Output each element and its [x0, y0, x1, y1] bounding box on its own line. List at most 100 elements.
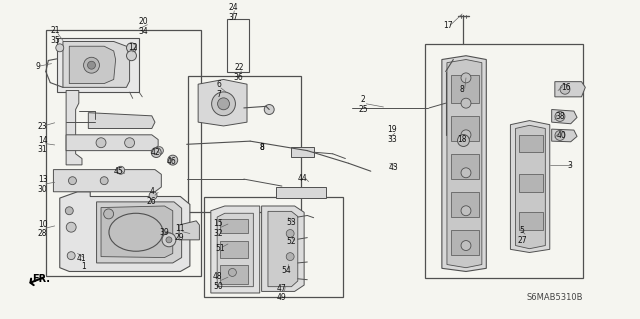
Text: 24
37: 24 37: [228, 3, 238, 22]
Polygon shape: [552, 109, 577, 124]
Circle shape: [149, 192, 157, 199]
Text: 41: 41: [77, 254, 86, 263]
Polygon shape: [69, 46, 116, 84]
Text: 3: 3: [567, 161, 572, 170]
Text: 51: 51: [215, 244, 225, 253]
Polygon shape: [262, 206, 304, 292]
Bar: [451, 230, 479, 255]
Bar: [451, 154, 479, 179]
Text: 44: 44: [298, 174, 307, 183]
Text: 18: 18: [458, 135, 467, 145]
Circle shape: [461, 98, 471, 108]
Text: 6
7: 6 7: [216, 80, 221, 99]
Text: 38: 38: [555, 112, 564, 121]
Polygon shape: [60, 192, 190, 271]
Circle shape: [104, 209, 113, 219]
Text: 8: 8: [259, 143, 264, 152]
Circle shape: [116, 166, 125, 174]
Polygon shape: [268, 211, 298, 287]
Circle shape: [286, 253, 294, 261]
Text: 5
27: 5 27: [517, 226, 527, 245]
Text: 4
26: 4 26: [147, 187, 157, 206]
Circle shape: [218, 98, 230, 110]
Bar: [519, 212, 543, 230]
Text: 11
29: 11 29: [175, 224, 184, 242]
Polygon shape: [56, 38, 139, 92]
Circle shape: [461, 241, 471, 250]
Polygon shape: [447, 60, 482, 268]
Text: 15
32: 15 32: [213, 219, 223, 238]
Text: 17: 17: [444, 21, 453, 31]
Polygon shape: [211, 206, 260, 293]
Bar: [227, 19, 249, 71]
Polygon shape: [276, 187, 326, 198]
Circle shape: [555, 112, 565, 122]
Text: 40: 40: [556, 131, 566, 140]
Polygon shape: [198, 79, 247, 126]
Text: 9: 9: [35, 62, 40, 71]
Text: 12: 12: [128, 43, 138, 52]
Bar: [205, 197, 343, 297]
Text: 42: 42: [150, 148, 160, 157]
Circle shape: [67, 252, 75, 260]
Text: 8: 8: [259, 143, 264, 152]
Bar: [519, 135, 543, 152]
Circle shape: [125, 138, 134, 148]
Polygon shape: [515, 125, 545, 249]
Circle shape: [65, 207, 73, 215]
Text: 47
49: 47 49: [277, 284, 287, 302]
Circle shape: [461, 168, 471, 178]
Polygon shape: [66, 135, 158, 151]
Text: 19
33: 19 33: [387, 125, 397, 144]
Text: 48
50: 48 50: [213, 272, 223, 291]
Text: S6MAB5310B: S6MAB5310B: [527, 293, 583, 302]
Text: 20
34: 20 34: [139, 17, 148, 36]
Text: 43: 43: [388, 163, 399, 172]
Polygon shape: [511, 121, 550, 253]
Circle shape: [88, 61, 95, 69]
Circle shape: [212, 92, 236, 116]
Circle shape: [127, 51, 136, 61]
Circle shape: [461, 206, 471, 216]
Circle shape: [228, 269, 236, 276]
Bar: [451, 192, 479, 217]
Polygon shape: [88, 113, 155, 129]
Bar: [46, 30, 202, 276]
Bar: [188, 76, 301, 212]
Text: 14
31: 14 31: [38, 136, 47, 154]
Polygon shape: [63, 41, 129, 87]
Circle shape: [461, 130, 471, 140]
Polygon shape: [217, 213, 253, 287]
Text: 1: 1: [81, 262, 86, 271]
Text: 21
35: 21 35: [51, 26, 60, 45]
Circle shape: [68, 177, 76, 185]
Circle shape: [264, 105, 274, 115]
Polygon shape: [179, 221, 200, 240]
Circle shape: [162, 233, 176, 247]
Bar: [519, 174, 543, 192]
Text: 16: 16: [561, 84, 570, 93]
Circle shape: [560, 84, 570, 94]
Text: 53: 53: [287, 218, 296, 227]
Circle shape: [84, 57, 99, 73]
Circle shape: [461, 73, 471, 83]
Circle shape: [555, 130, 565, 140]
Text: 8: 8: [460, 85, 465, 94]
Text: 54: 54: [282, 266, 291, 275]
Circle shape: [166, 237, 172, 243]
Text: 22
36: 22 36: [234, 63, 244, 82]
Polygon shape: [53, 170, 161, 192]
Text: 46: 46: [166, 157, 177, 166]
Circle shape: [168, 155, 178, 165]
Text: 52: 52: [287, 237, 296, 246]
Polygon shape: [101, 206, 173, 257]
Circle shape: [96, 138, 106, 148]
Circle shape: [127, 43, 136, 53]
Bar: [220, 264, 248, 284]
Bar: [220, 219, 248, 233]
Text: 45: 45: [113, 167, 123, 176]
Bar: [426, 44, 583, 278]
Text: 2
25: 2 25: [358, 95, 368, 114]
Polygon shape: [555, 82, 586, 97]
Polygon shape: [97, 202, 182, 263]
